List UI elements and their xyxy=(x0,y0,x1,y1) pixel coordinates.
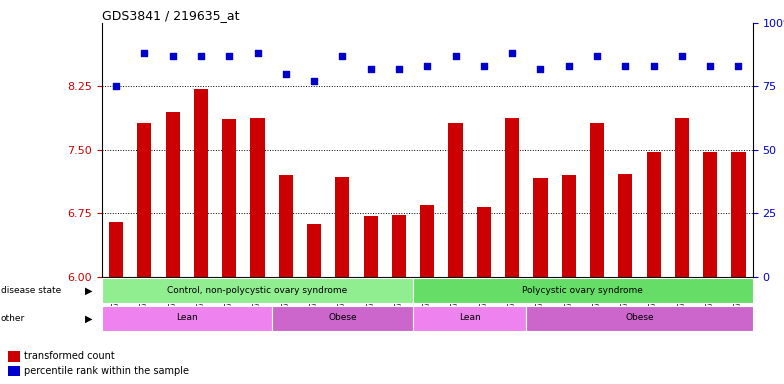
Point xyxy=(506,50,518,56)
Bar xyxy=(413,306,526,331)
Bar xyxy=(703,152,717,277)
Bar xyxy=(364,216,378,277)
Point xyxy=(166,53,179,59)
Bar xyxy=(137,123,151,277)
Bar xyxy=(102,278,413,303)
Bar xyxy=(279,175,293,277)
Text: GDS3841 / 219635_at: GDS3841 / 219635_at xyxy=(102,9,239,22)
Text: ▶: ▶ xyxy=(85,313,93,323)
Point xyxy=(280,71,292,77)
Point xyxy=(676,53,688,59)
Point xyxy=(194,53,207,59)
Point xyxy=(562,63,575,69)
Bar xyxy=(222,119,236,277)
Point xyxy=(421,63,434,69)
Text: other: other xyxy=(1,314,25,323)
Bar xyxy=(420,205,434,277)
Point xyxy=(648,63,660,69)
Bar xyxy=(590,123,604,277)
Bar xyxy=(413,278,753,303)
Text: Obese: Obese xyxy=(328,313,357,322)
Bar xyxy=(533,178,547,277)
Point xyxy=(704,63,717,69)
Point xyxy=(393,66,405,72)
Bar xyxy=(505,118,519,277)
Text: ▶: ▶ xyxy=(85,286,93,296)
Point xyxy=(449,53,462,59)
Bar xyxy=(194,89,208,277)
Bar xyxy=(392,215,406,277)
Point xyxy=(110,83,122,89)
Point xyxy=(138,50,151,56)
Point xyxy=(365,66,377,72)
Bar xyxy=(731,152,746,277)
Bar xyxy=(619,174,633,277)
Text: Polycystic ovary syndrome: Polycystic ovary syndrome xyxy=(522,286,644,295)
Text: percentile rank within the sample: percentile rank within the sample xyxy=(24,366,188,376)
Text: Lean: Lean xyxy=(459,313,481,322)
Bar xyxy=(526,306,753,331)
Bar xyxy=(561,175,575,277)
Bar xyxy=(272,306,413,331)
Text: Obese: Obese xyxy=(625,313,654,322)
Point xyxy=(591,53,604,59)
Text: disease state: disease state xyxy=(1,286,61,295)
Point xyxy=(336,53,349,59)
Bar xyxy=(448,123,463,277)
Bar xyxy=(250,118,265,277)
Bar xyxy=(109,222,123,277)
Point xyxy=(251,50,263,56)
Bar xyxy=(307,223,321,277)
Point xyxy=(732,63,745,69)
Text: Control, non-polycystic ovary syndrome: Control, non-polycystic ovary syndrome xyxy=(168,286,347,295)
Point xyxy=(619,63,632,69)
Point xyxy=(534,66,546,72)
Point xyxy=(477,63,490,69)
Text: transformed count: transformed count xyxy=(24,351,114,361)
Text: Lean: Lean xyxy=(176,313,198,322)
Bar xyxy=(102,306,272,331)
Bar xyxy=(647,152,661,277)
Bar xyxy=(165,112,180,277)
Bar xyxy=(477,207,491,277)
Bar xyxy=(675,118,689,277)
Point xyxy=(223,53,235,59)
Bar xyxy=(336,177,350,277)
Point xyxy=(308,78,321,84)
